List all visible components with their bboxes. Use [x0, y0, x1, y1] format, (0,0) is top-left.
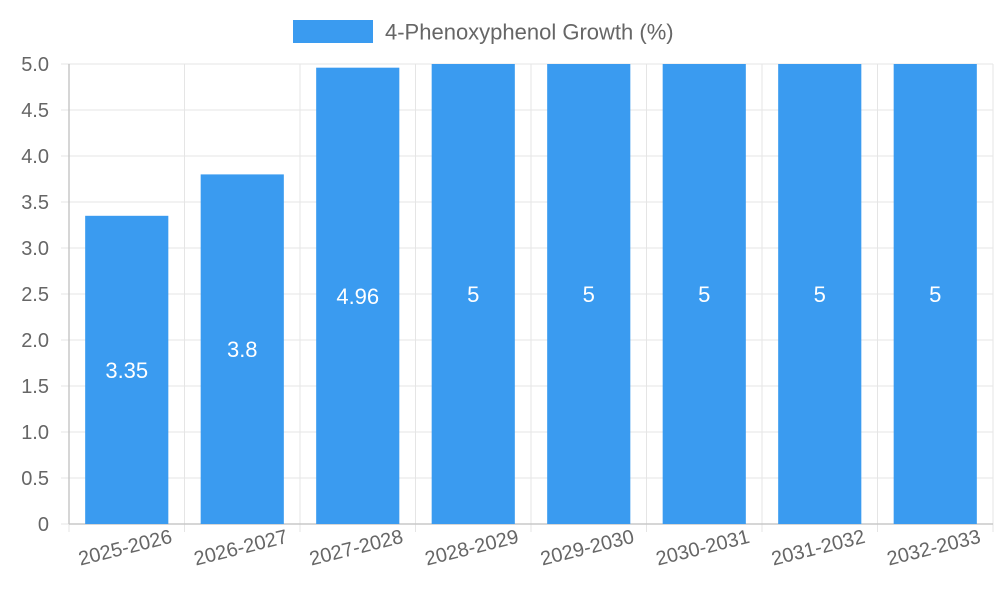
x-tick-label: 2029-2030	[538, 526, 636, 570]
bar-2030-2031[interactable]	[662, 64, 746, 524]
data-label: 5	[814, 282, 826, 307]
x-tick-label: 2025-2026	[76, 526, 174, 570]
y-tick-label: 1.0	[21, 422, 49, 444]
y-tick-label: 2.5	[21, 284, 49, 306]
legend-swatch	[293, 20, 373, 43]
y-tick-label: 0.5	[21, 468, 49, 490]
x-tick-label: 2030-2031	[654, 526, 752, 570]
y-tick-label: 4.0	[21, 146, 49, 168]
data-label: 5	[583, 282, 595, 307]
x-axis: 2025-2026 2026-2027 2027-2028 2028-2029 2029…	[76, 526, 983, 570]
data-labels: 3.35 3.8 4.96 5 5 5 5 5	[105, 282, 941, 383]
bar-2032-2033[interactable]	[893, 64, 977, 524]
data-label: 5	[929, 282, 941, 307]
y-tick-label: 1.5	[21, 376, 49, 398]
y-tick-label: 0	[38, 514, 49, 536]
data-label: 5	[467, 282, 479, 307]
bar-2028-2029[interactable]	[431, 64, 515, 524]
x-tick-label: 2028-2029	[423, 526, 521, 570]
x-tick-label: 2027-2028	[307, 526, 405, 570]
y-tick-label: 4.5	[21, 100, 49, 122]
x-tick-label: 2032-2033	[885, 526, 983, 570]
legend-label: 4-Phenoxyphenol Growth (%)	[385, 20, 674, 45]
data-label: 4.96	[336, 284, 379, 309]
y-tick-label: 2.0	[21, 330, 49, 352]
x-tick-label: 2031-2032	[769, 526, 867, 570]
data-label: 3.8	[227, 337, 258, 362]
bar-2025-2026[interactable]	[85, 215, 169, 525]
bar-2029-2030[interactable]	[547, 64, 631, 524]
bar-2027-2028[interactable]	[316, 67, 400, 525]
data-label: 5	[698, 282, 710, 307]
y-tick-label: 3.0	[21, 238, 49, 260]
legend[interactable]: 4-Phenoxyphenol Growth (%)	[293, 20, 674, 45]
bars	[85, 64, 977, 525]
y-axis: 0 0.5 1.0 1.5 2.0 2.5 3.0 3.5 4.0 4.5 5.0	[21, 54, 49, 536]
x-tick-label: 2026-2027	[192, 526, 290, 570]
data-label: 3.35	[105, 358, 148, 383]
bar-2031-2032[interactable]	[778, 64, 862, 524]
y-tick-label: 3.5	[21, 192, 49, 214]
bar-2026-2027[interactable]	[200, 174, 284, 524]
y-tick-label: 5.0	[21, 54, 49, 76]
